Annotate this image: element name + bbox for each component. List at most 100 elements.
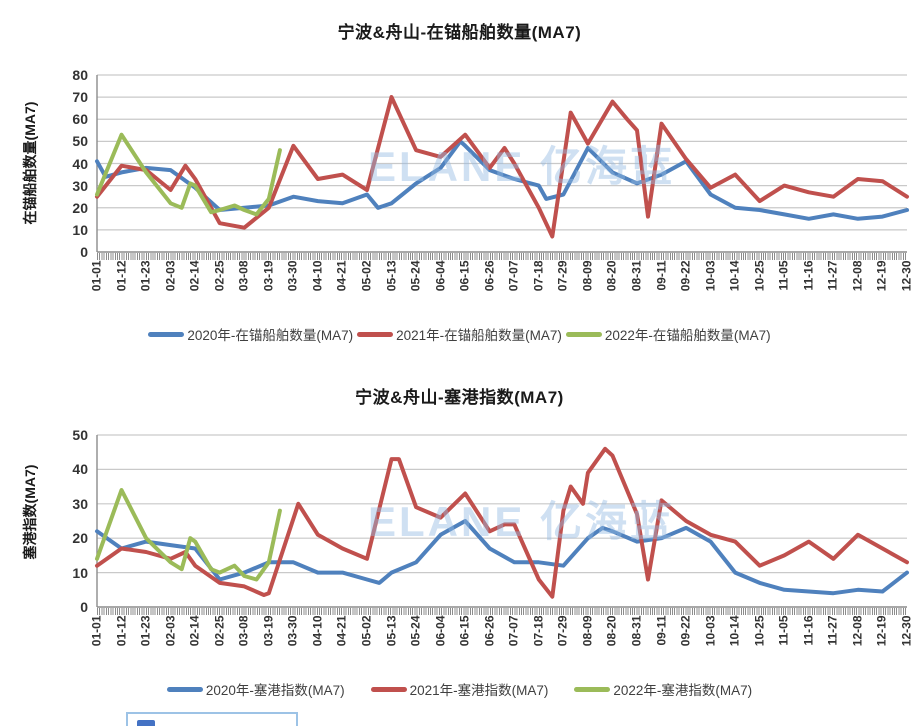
y-tick-label: 80	[72, 67, 88, 83]
x-tick-label: 11-27	[825, 615, 840, 646]
x-tick-label: 07-29	[555, 260, 570, 292]
x-tick-label: 08-20	[604, 615, 619, 647]
x-tick-label: 05-13	[384, 615, 399, 647]
y-tick-label: 20	[72, 530, 88, 547]
x-tick-label: 08-31	[629, 615, 644, 647]
x-tick-label: 06-15	[457, 615, 472, 647]
legend: 2020年-塞港指数(MA7) 2021年-塞港指数(MA7) 2022年-塞港指数…	[0, 679, 919, 699]
x-tick-label: 01-01	[89, 260, 104, 292]
x-tick-label: 12-08	[850, 615, 865, 647]
x-axis-tick-labels: 01-01 01-12 01-23 02-03 02-14 02-25 03-08 03-19…	[90, 260, 914, 312]
x-tick-label: 07-18	[531, 615, 546, 647]
x-tick-label: 01-01	[89, 615, 104, 647]
cropped-blue-icon	[137, 720, 155, 726]
y-tick-label: 20	[72, 199, 88, 216]
x-tick-label: 05-24	[408, 260, 423, 292]
y-tick-label: 0	[80, 599, 88, 615]
x-tick-label: 05-02	[359, 260, 374, 292]
x-tick-label: 05-24	[408, 615, 423, 647]
x-tick-label: 10-25	[752, 260, 767, 292]
x-tick-label: 04-21	[334, 260, 349, 292]
legend-line-swatch	[166, 686, 203, 692]
series-line-2021年	[95, 446, 909, 599]
legend-line-swatch	[357, 331, 394, 337]
x-tick-label: 06-15	[457, 260, 472, 292]
legend-label: 2022年-塞港指数(MA7)	[613, 683, 753, 698]
legend-item: 2020年-塞港指数(MA7)	[166, 679, 345, 699]
x-tick-label: 10-03	[703, 615, 718, 647]
x-tick-label: 07-07	[506, 260, 521, 292]
x-tick-label: 04-10	[310, 260, 325, 292]
x-tick-label: 02-25	[212, 260, 227, 292]
y-tick-label: 0	[80, 244, 88, 260]
x-tick-label: 01-12	[114, 260, 129, 292]
x-tick-label: 03-19	[261, 615, 276, 647]
series-line-2022年	[95, 132, 282, 217]
x-tick-label: 10-14	[727, 615, 742, 647]
legend-label: 2020年-塞港指数(MA7)	[205, 683, 345, 698]
chart-congestion-index: 宁波&舟山-塞港指数(MA7) 塞港指数(MA7) 0 10 20 30 40 50 EL…	[0, 363, 919, 726]
x-axis-tick-band	[97, 253, 907, 260]
x-tick-label: 03-19	[261, 260, 276, 292]
legend-item: 2021年-塞港指数(MA7)	[370, 679, 549, 699]
x-tick-label: 12-30	[899, 615, 914, 647]
x-tick-label: 03-30	[285, 615, 300, 647]
x-tick-label: 10-03	[703, 260, 718, 292]
legend: 2020年-在锚船舶数量(MA7) 2021年-在锚船舶数量(MA7) 2022年-…	[0, 324, 919, 344]
x-tick-label: 09-11	[654, 260, 669, 291]
cropped-ui-element[interactable]	[126, 712, 298, 726]
x-tick-label: 02-25	[212, 615, 227, 647]
x-tick-label: 06-26	[482, 615, 497, 647]
legend-item: 2022年-在锚船舶数量(MA7)	[565, 324, 771, 344]
x-tick-label: 02-14	[187, 615, 202, 647]
x-tick-label: 11-27	[825, 260, 840, 291]
x-tick-label: 07-18	[531, 260, 546, 292]
legend-label: 2020年-在锚船舶数量(MA7)	[187, 328, 354, 343]
x-tick-label: 09-22	[678, 615, 693, 647]
y-tick-label: 10	[72, 564, 88, 581]
y-tick-label: 70	[72, 89, 88, 106]
chart-anchored-vessel-count: 宁波&舟山-在锚船舶数量(MA7) 在锚船舶数量(MA7) 0 10 20 30 40 5…	[0, 23, 919, 344]
chart-title: 宁波&舟山-塞港指数(MA7)	[355, 388, 564, 407]
y-tick-label: 40	[72, 155, 88, 172]
x-tick-label: 12-08	[850, 260, 865, 292]
y-tick-label: 60	[72, 111, 88, 128]
chart-title: 宁波&舟山-在锚船舶数量(MA7)	[337, 23, 582, 42]
y-tick-label: 30	[72, 177, 88, 194]
series-line-2021年	[95, 95, 909, 239]
x-tick-label: 02-03	[163, 615, 178, 647]
x-tick-label: 10-14	[727, 260, 742, 292]
x-tick-label: 12-19	[874, 615, 889, 647]
series-line-2022年	[95, 488, 282, 582]
x-tick-label: 10-25	[752, 615, 767, 647]
x-tick-label: 02-14	[187, 260, 202, 292]
y-axis-title: 在锚船舶数量(MA7)	[22, 101, 38, 225]
x-tick-label: 03-08	[236, 260, 251, 292]
x-tick-label: 11-16	[801, 615, 816, 646]
x-tick-label: 06-04	[433, 615, 448, 647]
x-tick-label: 09-11	[654, 615, 669, 646]
legend-label: 2021年-塞港指数(MA7)	[409, 683, 549, 698]
legend-item: 2021年-在锚船舶数量(MA7)	[357, 324, 562, 344]
x-axis-tick-band	[97, 608, 907, 615]
legend-line-swatch	[574, 686, 611, 692]
y-tick-label: 50	[72, 133, 88, 150]
plot-area	[95, 434, 909, 608]
x-tick-label: 07-07	[506, 615, 521, 647]
plot-area	[95, 74, 909, 253]
x-tick-label: 11-05	[776, 615, 791, 646]
x-tick-label: 04-10	[310, 615, 325, 647]
x-tick-label: 03-30	[285, 260, 300, 292]
y-tick-label: 40	[72, 461, 88, 478]
x-tick-label: 12-30	[899, 260, 914, 292]
y-axis-title: 塞港指数(MA7)	[22, 464, 38, 560]
legend-label: 2022年-在锚船舶数量(MA7)	[604, 328, 771, 343]
x-tick-label: 11-05	[776, 260, 791, 291]
legend-line-swatch	[565, 331, 602, 337]
x-tick-label: 08-09	[580, 615, 595, 647]
x-axis-tick-labels: 01-01 01-12 01-23 02-03 02-14 02-25 03-08 03-19…	[90, 615, 914, 667]
x-tick-label: 04-21	[334, 615, 349, 647]
x-tick-label: 06-04	[433, 260, 448, 292]
x-tick-label: 05-13	[384, 260, 399, 292]
